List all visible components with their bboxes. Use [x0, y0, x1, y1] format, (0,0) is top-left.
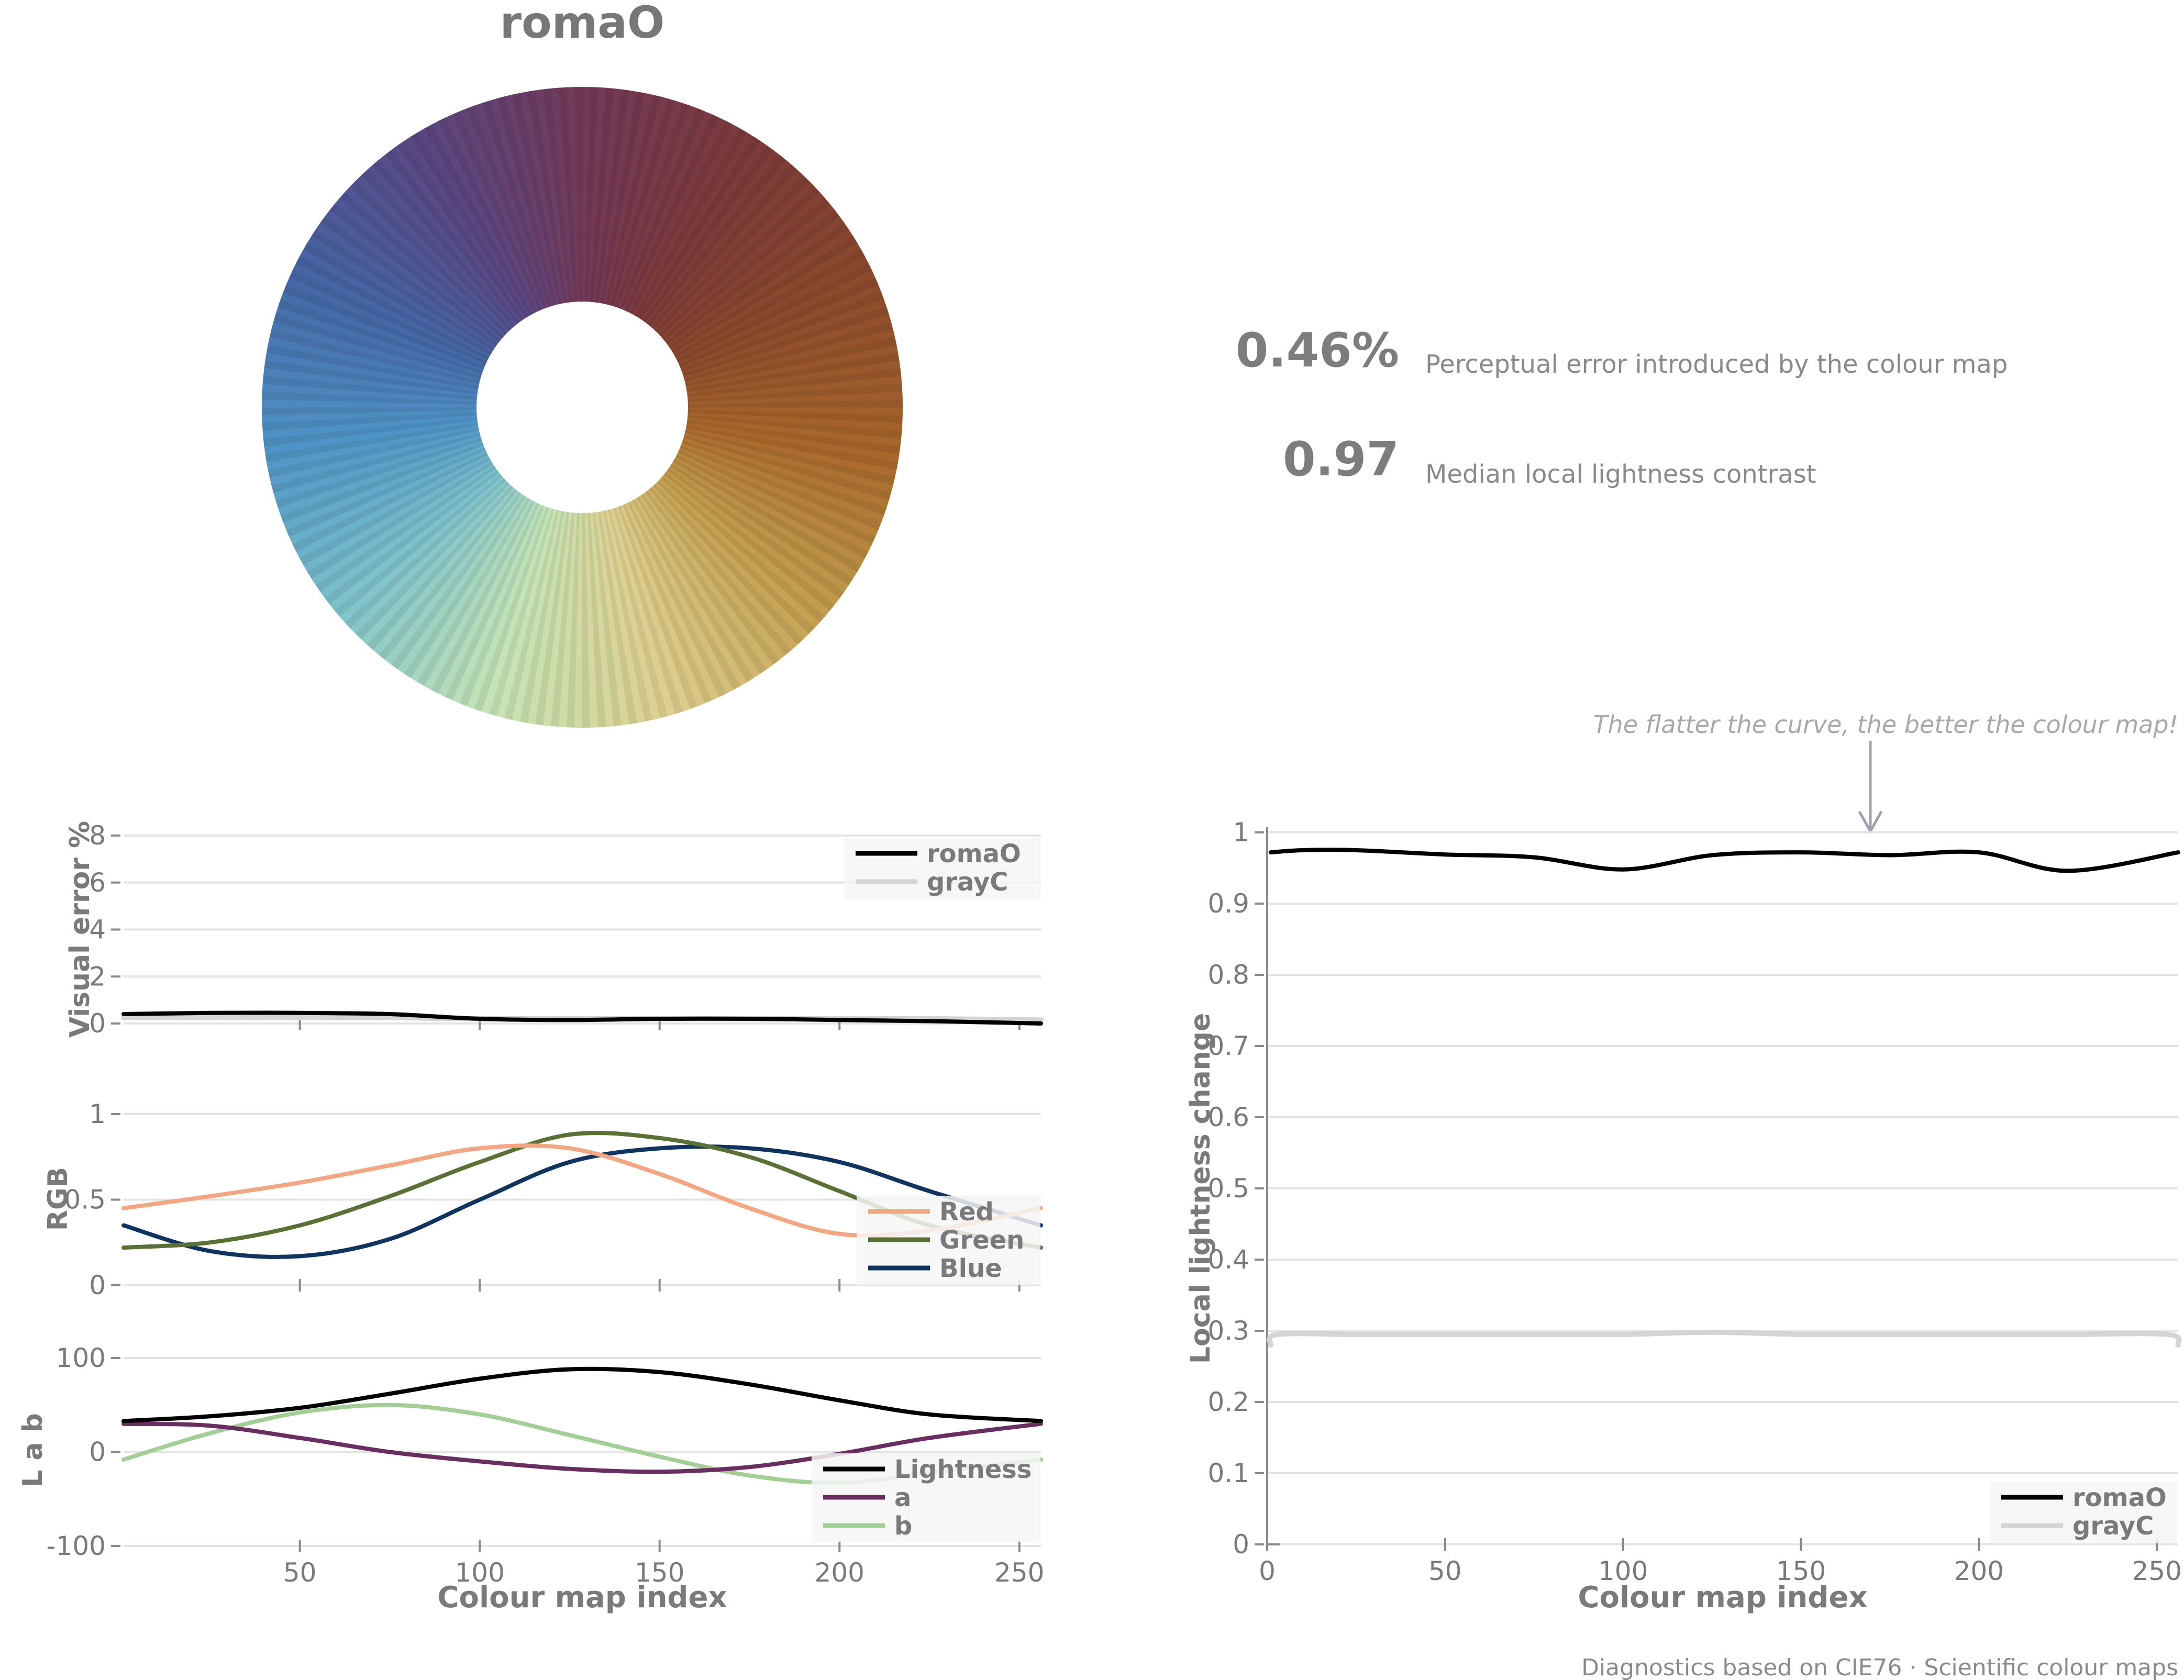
series-line-romao — [1268, 848, 2180, 873]
y-tick-label: 0 — [1233, 1529, 1249, 1560]
annotation-text: The flatter the curve, the better the co… — [1593, 710, 2178, 739]
y-tick-label: 0.5 — [1207, 1173, 1249, 1204]
x-tick-label: 50 — [283, 1557, 317, 1588]
y-tick-label: 6 — [89, 867, 106, 898]
y-axis-label: L a b — [17, 1413, 49, 1487]
y-tick-label: 0.6 — [1207, 1102, 1249, 1132]
y-tick-label: 0.4 — [1207, 1244, 1249, 1275]
y-tick-label: 0.1 — [1207, 1458, 1249, 1488]
lightness-contrast-label: Median local lightness contrast — [1425, 460, 1816, 489]
y-axis-label: Visual error % — [64, 821, 96, 1038]
x-tick-label: 100 — [1598, 1556, 1648, 1586]
legend-label: Green — [939, 1226, 1024, 1255]
y-tick-label: 1 — [89, 1099, 106, 1129]
y-tick-label: 0 — [89, 1008, 106, 1039]
series-line-romao — [121, 1010, 1043, 1026]
series-line-a — [121, 1421, 1043, 1474]
y-tick-label: 1 — [1233, 817, 1249, 848]
y-axis-label: Local lightness change — [1185, 1013, 1216, 1364]
footer-credit: Diagnostics based on CIE76 · Scientific … — [1581, 1654, 2178, 1680]
x-tick-label: 250 — [994, 1557, 1044, 1588]
page-title: romaO — [500, 0, 665, 48]
legend-label: Lightness — [894, 1455, 1032, 1484]
legend-label: grayC — [2072, 1511, 2154, 1541]
y-tick-label: 100 — [56, 1343, 106, 1373]
x-tick-label: 150 — [635, 1557, 684, 1588]
local-lightness-chart: 0 0.1 0.2 0.3 0.4 0.5 0.6 0.7 0.8 0.9 1 0 50 100 150 20… — [1185, 817, 2182, 1615]
y-tick-label: 0.9 — [1207, 888, 1249, 919]
legend-label: romaO — [2072, 1483, 2167, 1512]
colour-wheel — [261, 86, 903, 728]
series-line-blue — [121, 1144, 1043, 1259]
y-tick-label: 0.3 — [1207, 1316, 1249, 1346]
legend-label: grayC — [927, 867, 1008, 897]
lab-chart: -100 0 100 50 100 150 200 250 L a b Colour map in… — [17, 1343, 1044, 1615]
y-tick-label: -100 — [47, 1531, 106, 1561]
y-tick-label: 0.2 — [1207, 1387, 1249, 1417]
x-tick-label: 200 — [815, 1557, 864, 1588]
series-line-lightness — [121, 1366, 1043, 1423]
y-tick-label: 0.5 — [64, 1185, 106, 1215]
x-tick-label: 100 — [454, 1557, 504, 1588]
x-axis-label: Colour map index — [1578, 1581, 1867, 1615]
y-tick-label: 8 — [89, 820, 106, 851]
x-tick-label: 150 — [1776, 1556, 1826, 1586]
y-tick-label: 2 — [89, 961, 106, 992]
y-tick-label: 0.8 — [1207, 960, 1249, 990]
y-tick-label: 0.7 — [1207, 1031, 1249, 1061]
y-tick-label: 4 — [89, 915, 106, 945]
x-tick-label: 250 — [2132, 1556, 2182, 1586]
y-tick-label: 0 — [89, 1437, 106, 1467]
stats-panel: 0.46% Perceptual error introduced by the… — [1236, 323, 2008, 489]
perceptual-error-value: 0.46% — [1236, 323, 1399, 378]
legend-box — [844, 838, 1040, 899]
perceptual-error-label: Perceptual error introduced by the colou… — [1425, 350, 2008, 379]
wheel-hole — [476, 302, 688, 513]
y-axis-label: RGB — [42, 1167, 74, 1231]
legend-label: Blue — [939, 1254, 1002, 1283]
legend-label: a — [894, 1483, 911, 1512]
y-tick-label: 0 — [89, 1270, 106, 1300]
legend-label: b — [894, 1511, 912, 1541]
legend-label: romaO — [927, 839, 1021, 869]
x-tick-label: 200 — [1954, 1556, 2004, 1586]
flatness-annotation: The flatter the curve, the better the co… — [1593, 710, 2178, 835]
legend-box — [1990, 1482, 2177, 1543]
x-tick-label: 50 — [1428, 1556, 1462, 1586]
lightness-contrast-value: 0.97 — [1283, 432, 1399, 487]
legend-label: Red — [939, 1197, 994, 1227]
x-tick-label: 0 — [1259, 1556, 1276, 1586]
x-axis-label: Colour map index — [437, 1581, 727, 1615]
series-line-grayc — [1267, 1329, 2182, 1348]
